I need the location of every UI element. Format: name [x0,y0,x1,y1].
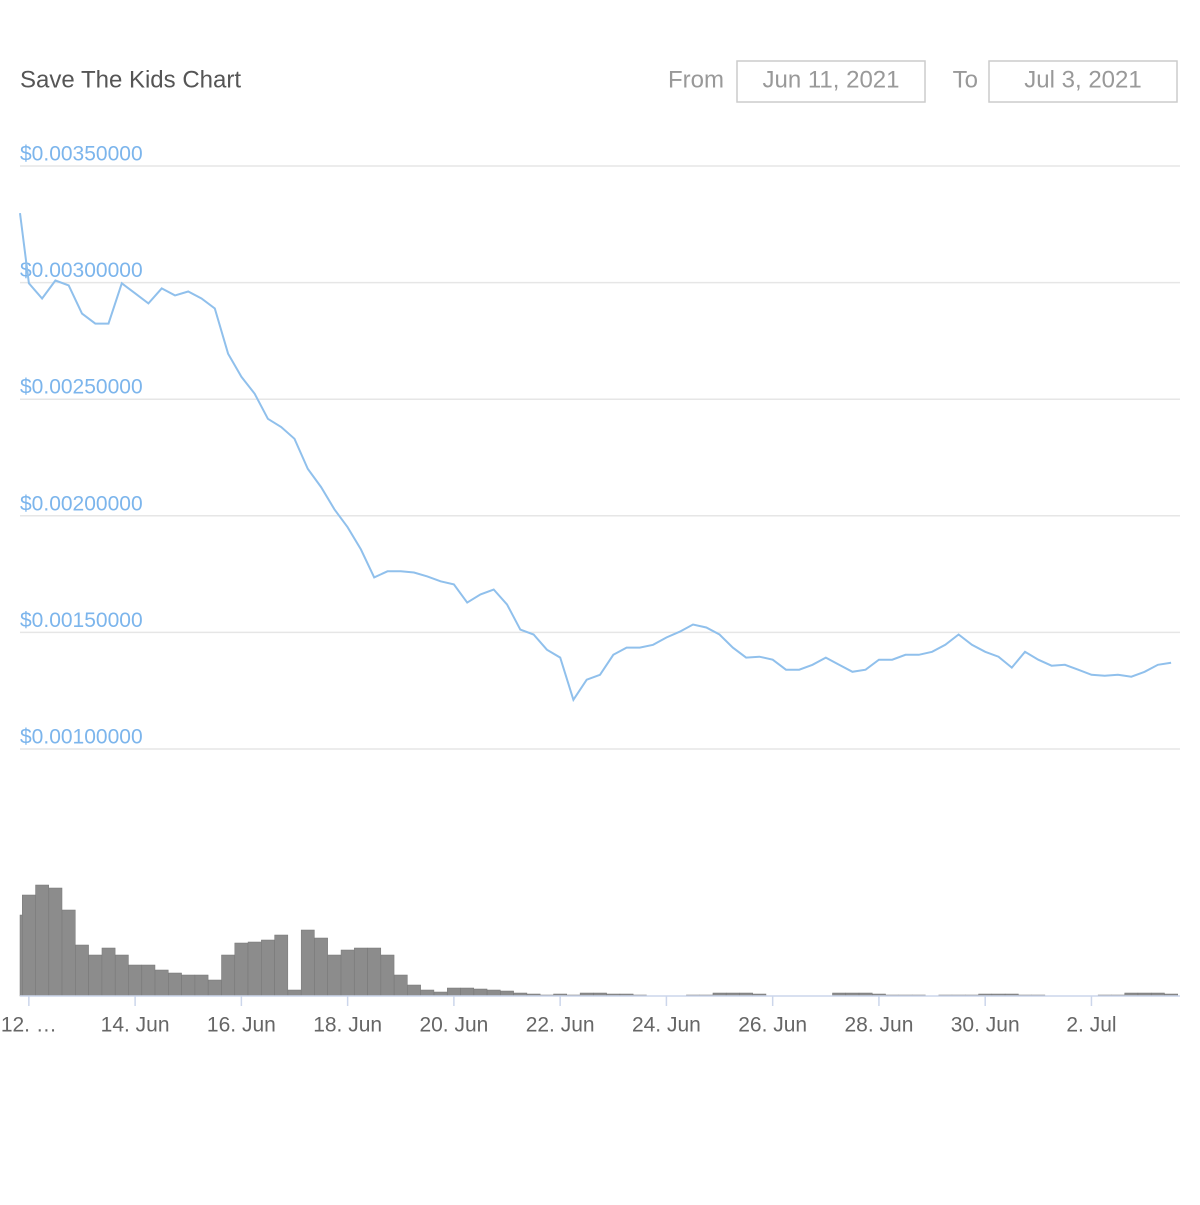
x-tick-label: 16. Jun [207,1014,276,1037]
to-label: To [953,66,978,93]
volume-bar [460,987,475,997]
y-tick-label: $0.00250000 [20,376,143,399]
price-line [19,212,1172,703]
volume-bar [234,942,249,997]
x-tick-label: 20. Jun [419,1014,488,1037]
volume-bar [101,947,116,997]
volume-bar [114,954,129,997]
from-input[interactable] [736,60,926,103]
y-tick-label: $0.00200000 [20,492,143,515]
chart-title: Save The Kids Chart [20,66,241,93]
volume-bar [61,909,76,997]
x-tick-label: 28. Jun [844,1014,913,1037]
y-tick-label: $0.00150000 [20,609,143,632]
volume-bar [207,979,222,997]
volume-bar [221,954,235,997]
volume-bar [486,989,501,997]
volume-bar [168,972,182,997]
x-tick-label: 2. Jul [1066,1014,1116,1037]
y-tick-label: $0.00350000 [20,143,143,166]
volume-bar [194,974,209,997]
volume-bar [407,984,421,997]
volume-bar [154,969,169,997]
volume-bar [327,954,342,997]
volume-bar [367,947,382,997]
volume-bar [88,954,103,997]
volume-bar [274,934,289,997]
volume-bar [141,964,156,997]
volume-bar [22,894,36,997]
volume-bar [181,974,196,997]
to-input[interactable] [988,60,1178,103]
x-tick-label: 12. … [1,1014,57,1037]
volume-bar [287,989,302,997]
volume-bar [300,929,315,997]
volume-bar [354,947,368,997]
x-tick-label: 18. Jun [313,1014,382,1037]
volume-bar [128,964,142,997]
y-tick-label: $0.00100000 [20,726,143,749]
to-value: Jul 3, 2021 [1024,66,1141,93]
volume-bar [473,988,488,997]
volume-bar [48,887,63,997]
volume-bar [380,954,395,997]
x-tick-label: 26. Jun [738,1014,807,1037]
volume-bar [314,937,328,997]
from-label: From [668,66,724,93]
y-tick-label: $0.00300000 [20,259,143,282]
volume-bar [340,949,355,997]
from-value: Jun 11, 2021 [762,66,899,93]
volume-bar [393,974,408,997]
x-tick-label: 22. Jun [526,1014,595,1037]
volume-bar [261,939,275,997]
volume-bar [447,987,461,997]
volume-bar [75,944,89,997]
volume-bar [420,989,435,997]
x-tick-label: 30. Jun [951,1014,1020,1037]
volume-bar [35,884,49,997]
volume-bar [247,941,262,997]
x-tick-label: 14. Jun [101,1014,170,1037]
x-tick-label: 24. Jun [632,1014,701,1037]
